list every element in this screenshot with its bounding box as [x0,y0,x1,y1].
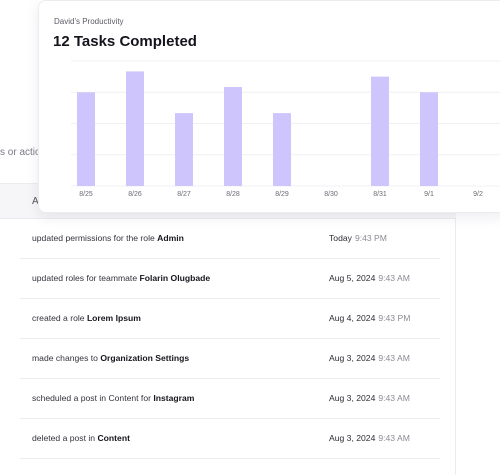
activity-description: updated permissions for the role Admin [32,233,184,243]
x-tick-label: 8/27 [177,191,191,198]
activity-description: made changes to Organization Settings [32,353,189,363]
x-tick-label: 8/28 [226,191,240,198]
x-tick-label: 9/1 [424,191,434,198]
productivity-bar-chart: 8/258/268/278/288/298/308/319/19/29/39/4 [71,60,500,198]
activity-text: updated permissions for the role [32,233,158,243]
activity-row[interactable]: made changes to Organization Settings Aug… [20,339,440,379]
activity-target: Content [97,433,130,443]
x-tick-label: 8/26 [128,191,142,198]
activity-description: updated roles for teammate Folarin Olugb… [32,273,210,283]
activity-time: 9:43 AM [378,273,410,283]
card-headline: 12 Tasks Completed [53,33,197,50]
activity-target: Instagram [153,393,195,403]
activity-timestamp: Aug 4, 2024 9:43 PM [329,313,410,323]
activity-date: Aug 3, 2024 [329,433,376,443]
chart-bar[interactable] [175,113,193,186]
activity-row[interactable]: deleted a post in Content Aug 3, 2024 9:43… [20,419,440,459]
activity-time: 9:43 AM [378,393,410,403]
activity-target: Folarin Olugbade [139,273,211,283]
card-owner: David's Productivity [54,17,124,26]
productivity-card: David's Productivity 12 Tasks Completed … [38,0,500,213]
activity-target: Organization Settings [100,353,190,363]
activity-date: Aug 4, 2024 [329,313,376,323]
activity-timestamp: Aug 5, 2024 9:43 AM [329,273,410,283]
chart-bar[interactable] [273,113,291,186]
activity-time: 9:43 AM [378,433,410,443]
activity-text: scheduled a post in Content for [32,393,154,403]
activity-description: created a role Lorem Ipsum [32,313,141,323]
activity-timestamp: Aug 3, 2024 9:43 AM [329,353,410,363]
chart-bar[interactable] [371,76,389,186]
x-tick-label: 8/25 [79,191,93,198]
activity-text: deleted a post in [32,433,98,443]
activity-text: updated roles for teammate [32,273,140,283]
chart-bar[interactable] [224,87,242,186]
chart-bar[interactable] [77,92,95,186]
activity-timestamp: Today 9:43 PM [329,233,387,243]
activity-timestamp: Aug 3, 2024 9:43 AM [329,433,410,443]
activity-date: Aug 3, 2024 [329,353,376,363]
x-tick-label: 9/2 [473,191,483,198]
activity-description: deleted a post in Content [32,433,130,443]
chart-bar[interactable] [126,71,144,186]
activity-row[interactable]: updated roles for teammate Folarin Olugb… [20,259,440,299]
activity-description: scheduled a post in Content for Instagra… [32,393,194,403]
activity-target: Admin [157,233,184,243]
x-tick-label: 8/31 [373,191,387,198]
activity-text: created a role [32,313,87,323]
chart-bar[interactable] [420,92,438,186]
activity-row[interactable]: updated permissions for the role Admin To… [20,219,440,259]
activity-target: Lorem Ipsum [86,313,141,323]
activity-date: Aug 3, 2024 [329,393,376,403]
activity-time: 9:43 AM [378,353,410,363]
activity-text: made changes to [32,353,101,363]
activity-time: 9:43 PM [354,233,387,243]
activity-row[interactable]: created a role Lorem Ipsum Aug 4, 2024 9:4… [20,299,440,339]
activity-date: Today [329,233,352,243]
x-tick-label: 8/30 [324,191,338,198]
activity-time: 9:43 PM [378,313,411,323]
activity-column-header[interactable]: Ac [32,196,44,207]
activity-row[interactable]: scheduled a post in Content for Instagra… [20,379,440,419]
activity-date: Aug 5, 2024 [329,273,376,283]
activity-timestamp: Aug 3, 2024 9:43 AM [329,393,410,403]
x-tick-label: 8/29 [275,191,289,198]
search-input-hint[interactable]: s or action [0,147,40,158]
